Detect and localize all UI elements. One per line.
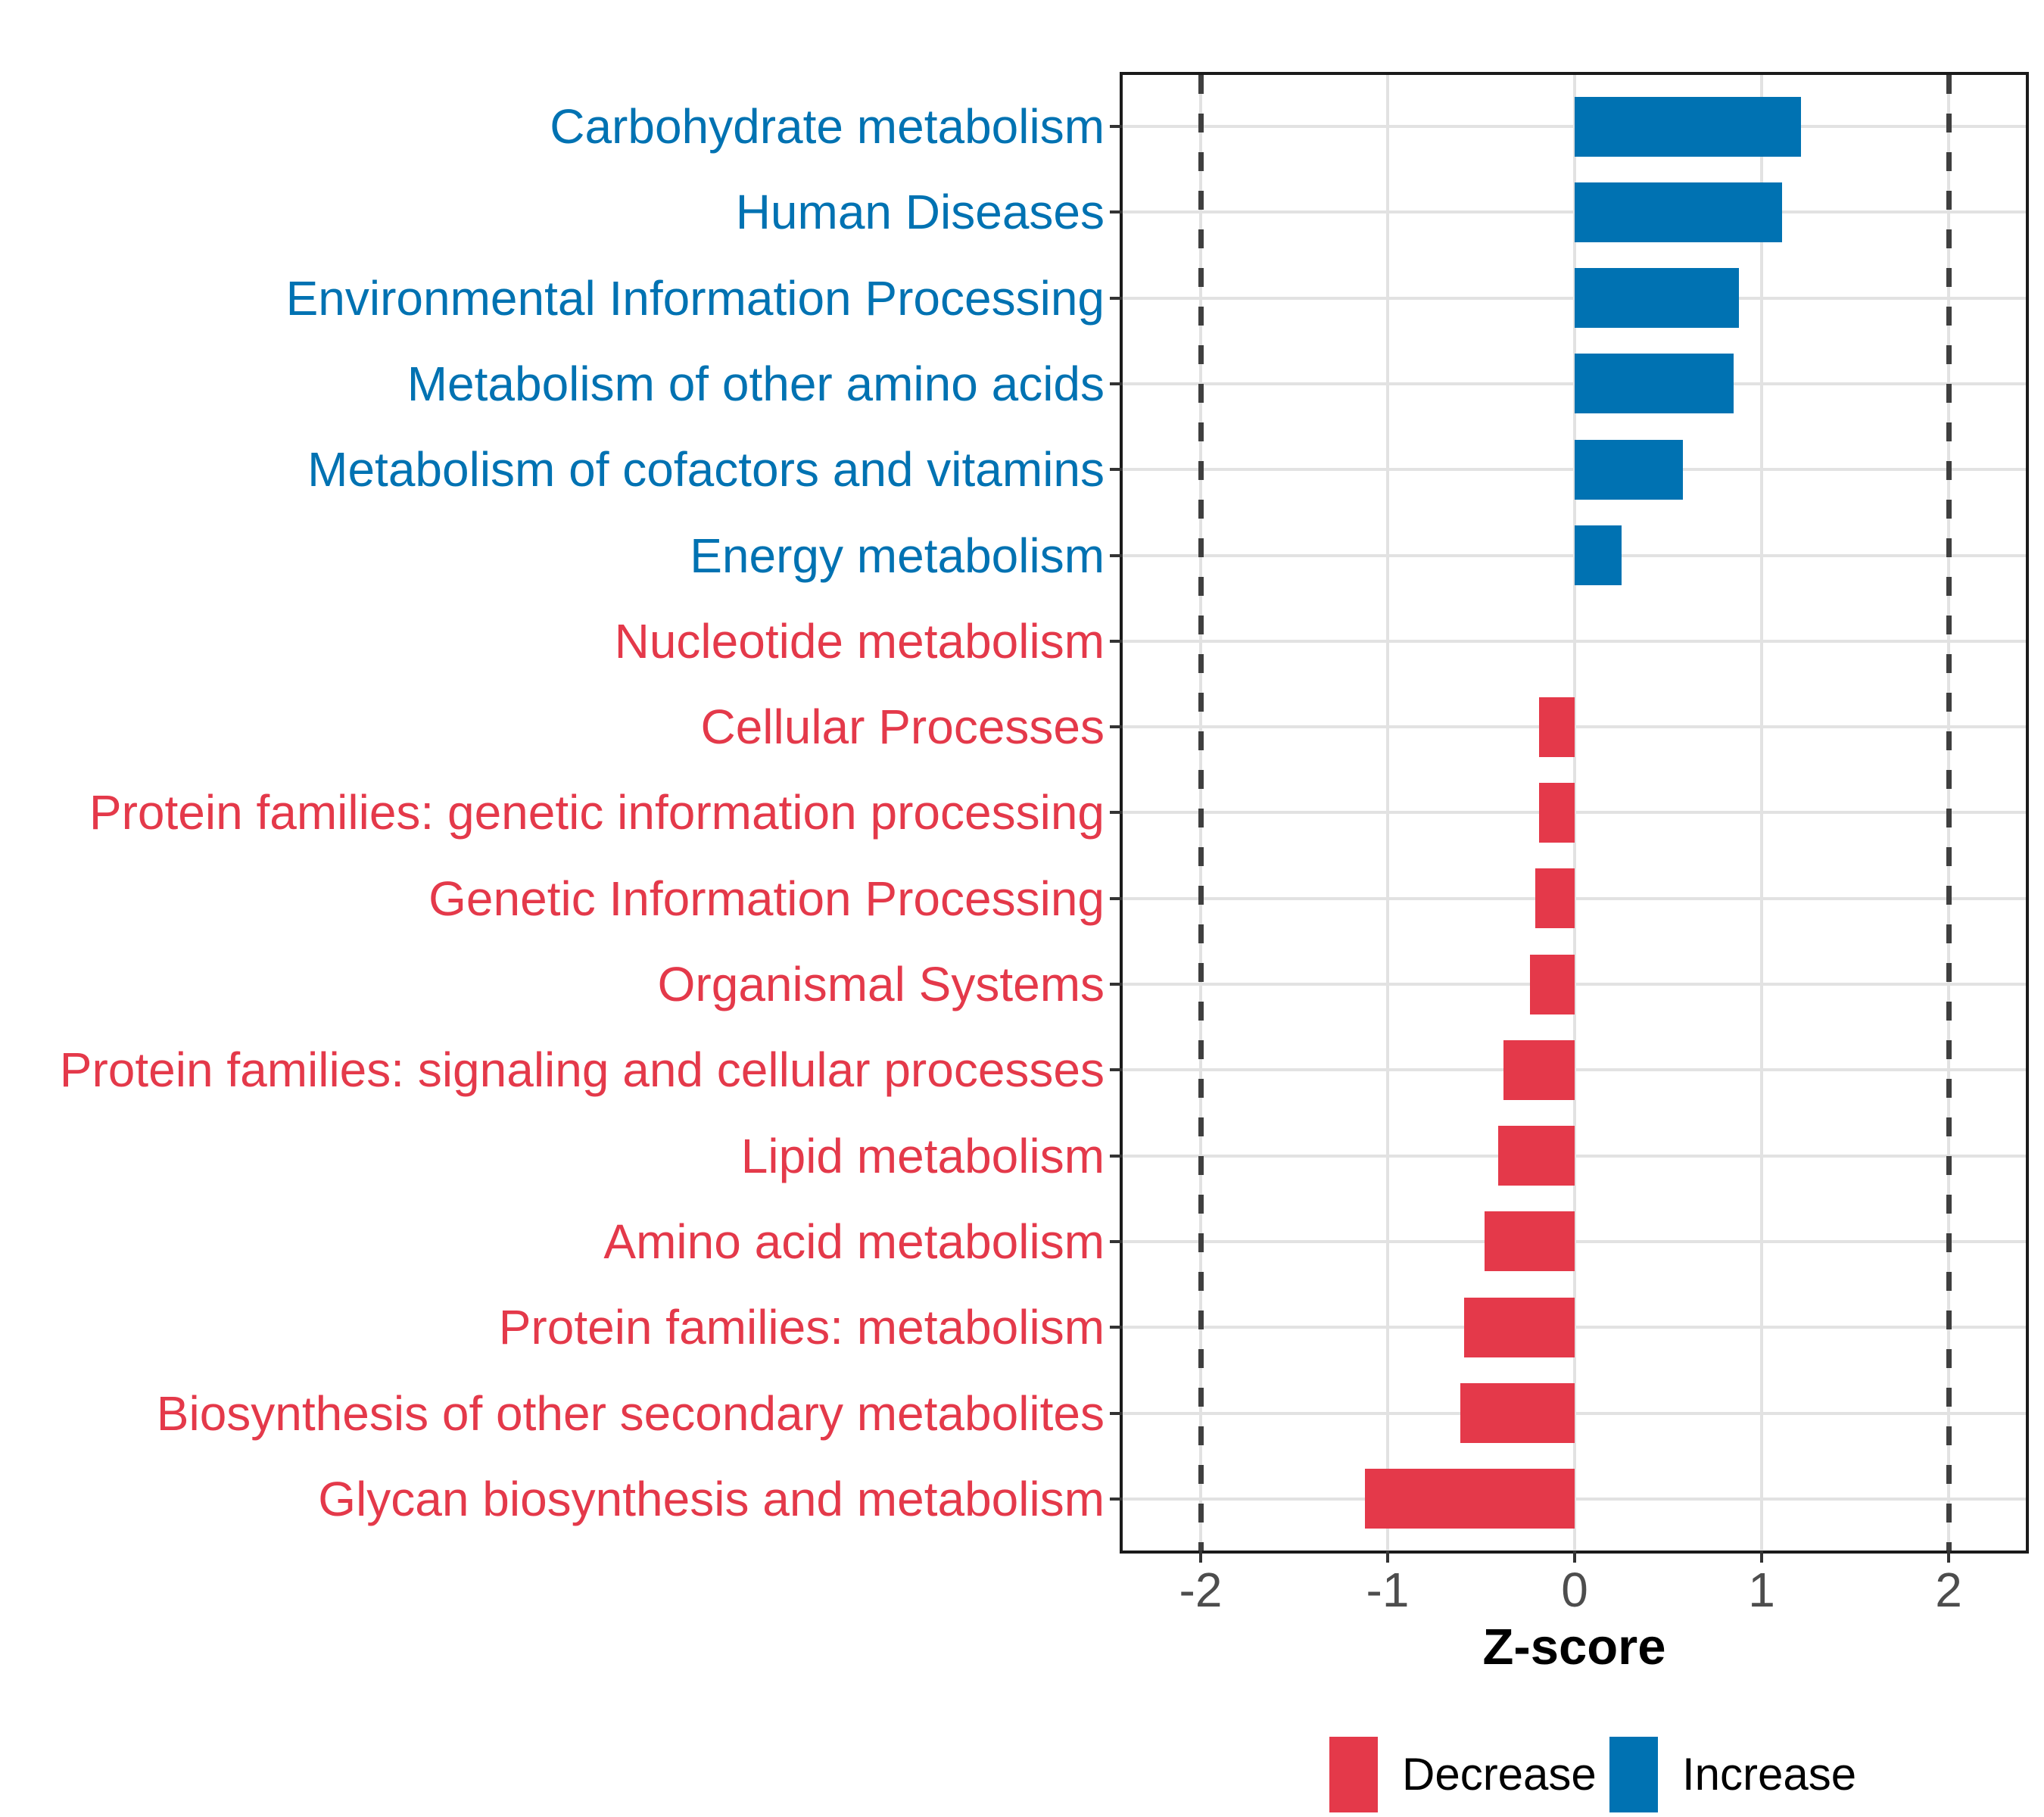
bar: [1575, 354, 1734, 414]
bar: [1503, 1039, 1575, 1100]
y-tick: [1110, 125, 1123, 128]
y-tick: [1110, 1239, 1123, 1243]
x-tick: [1947, 1551, 1950, 1563]
h-gridline: [1123, 210, 2026, 214]
h-gridline: [1123, 125, 2026, 128]
h-gridline: [1123, 468, 2026, 472]
y-tick: [1110, 296, 1123, 300]
category-label: Protein families: genetic information pr…: [89, 785, 1105, 840]
x-tick: [1760, 1551, 1763, 1563]
category-label: Protein families: signaling and cellular…: [59, 1043, 1105, 1098]
category-label: Amino acid metabolism: [603, 1214, 1105, 1269]
category-label: Biosynthesis of other secondary metaboli…: [156, 1385, 1105, 1441]
bar: [1575, 525, 1622, 585]
bar: [1460, 1383, 1575, 1443]
category-label: Protein families: metabolism: [498, 1300, 1105, 1355]
h-gridline: [1123, 639, 2026, 643]
y-tick: [1110, 1326, 1123, 1329]
h-gridline: [1123, 296, 2026, 300]
category-label: Energy metabolism: [690, 528, 1105, 583]
y-tick: [1110, 468, 1123, 472]
y-tick: [1110, 983, 1123, 986]
y-tick: [1110, 1154, 1123, 1158]
y-tick: [1110, 811, 1123, 815]
bar: [1575, 96, 1801, 157]
y-tick: [1110, 1411, 1123, 1415]
y-tick: [1110, 382, 1123, 385]
bar: [1535, 868, 1575, 929]
dashed-reference-line: [1198, 75, 1204, 1551]
category-label: Lipid metabolism: [740, 1128, 1105, 1183]
bar: [1497, 1126, 1575, 1186]
category-label: Metabolism of cofactors and vitamins: [307, 442, 1105, 497]
dashed-reference-line: [1946, 75, 1952, 1551]
x-tick: [1199, 1551, 1202, 1563]
bar: [1575, 268, 1740, 329]
bar: [1575, 439, 1684, 500]
x-tick-label: 2: [1935, 1563, 1962, 1617]
x-axis-title: Z-score: [1482, 1619, 1666, 1675]
category-label: Metabolism of other amino acids: [407, 356, 1105, 411]
bar: [1529, 954, 1575, 1014]
h-gridline: [1123, 553, 2026, 557]
plot-panel: [1120, 72, 2029, 1554]
bar: [1575, 182, 1783, 242]
category-label: Organismal Systems: [657, 957, 1105, 1011]
y-tick: [1110, 1497, 1123, 1501]
x-tick-label: -2: [1179, 1563, 1223, 1617]
category-label: Carbohydrate metabolism: [550, 99, 1105, 154]
bar: [1365, 1469, 1575, 1529]
h-gridline: [1123, 382, 2026, 385]
x-tick-label: -1: [1366, 1563, 1410, 1617]
y-tick: [1110, 725, 1123, 729]
bar: [1485, 1211, 1575, 1272]
y-tick: [1110, 553, 1123, 557]
x-tick: [1573, 1551, 1576, 1563]
category-label: Nucleotide metabolism: [614, 613, 1105, 669]
legend-label-decrease: Decrease: [1402, 1749, 1597, 1800]
bar: [1464, 1297, 1575, 1357]
category-axis-labels: Carbohydrate metabolism Human Diseases Env…: [59, 99, 1105, 1526]
category-label: Glycan biosynthesis and metabolism: [318, 1471, 1105, 1526]
bar: [1539, 697, 1575, 757]
x-tick: [1386, 1551, 1389, 1563]
bar: [1539, 782, 1575, 843]
y-tick: [1110, 210, 1123, 214]
x-tick-label: 0: [1561, 1563, 1588, 1617]
legend-key-decrease: [1329, 1737, 1378, 1812]
x-tick-label: 1: [1748, 1563, 1775, 1617]
category-label: Human Diseases: [735, 185, 1105, 240]
category-label: Cellular Processes: [700, 700, 1105, 755]
category-label: Environmental Information Processing: [285, 270, 1105, 326]
y-tick: [1110, 1068, 1123, 1072]
legend-key-increase: [1609, 1737, 1658, 1812]
y-tick: [1110, 639, 1123, 643]
legend-label-increase: Increase: [1682, 1749, 1857, 1800]
y-tick: [1110, 896, 1123, 900]
category-label: Genetic Information Processing: [428, 871, 1105, 926]
